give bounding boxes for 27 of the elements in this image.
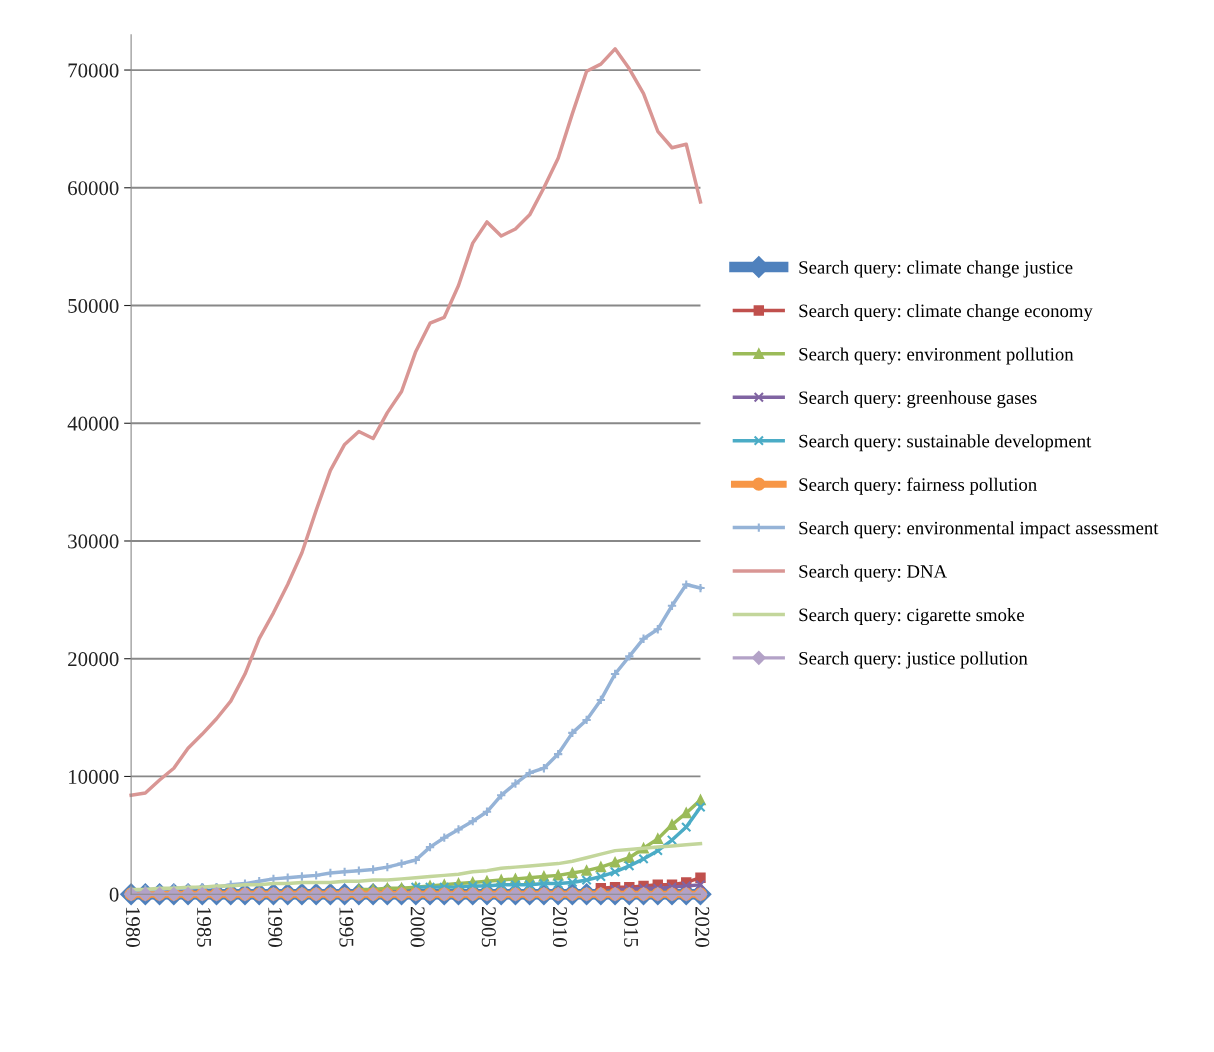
x-tick-label: 2010 — [552, 906, 567, 947]
legend-label: Search query: climate change economy — [799, 303, 1093, 322]
y-tick-label: 30000 — [68, 534, 119, 549]
legend-label: Search query: justice pollution — [799, 651, 1028, 669]
y-tick-label: 50000 — [68, 298, 119, 313]
y-tick-label: 60000 — [68, 181, 119, 196]
y-tick-label: 0 — [109, 887, 119, 902]
legend-label: Search query: DNA — [799, 564, 947, 582]
x-tick-label: 1990 — [268, 907, 283, 947]
y-tick-label: 10000 — [69, 769, 119, 784]
x-tick-label: 1985 — [197, 907, 212, 947]
legend-label: Search query: environment pollution — [799, 347, 1074, 365]
x-tick-label: 1995 — [339, 907, 354, 947]
legend-label: Search query: cigarette smoke — [799, 608, 1024, 626]
x-tick-label: 2000 — [410, 906, 425, 947]
legend-label: Search query: climate change justice — [799, 260, 1073, 278]
legend-label: Search query: sustainable development — [799, 434, 1092, 452]
x-tick-label: 2005 — [481, 906, 496, 947]
legend-label: Search query: environmental impact assessment — [799, 521, 1159, 539]
y-tick-label: 20000 — [68, 652, 119, 667]
y-tick-label: 70000 — [68, 63, 119, 78]
x-tick-label: 1980 — [125, 907, 140, 947]
y-tick-label: 40000 — [67, 416, 119, 431]
legend-label: Search query: fairness pollution — [799, 477, 1037, 495]
legend-label: Search query: greenhouse gases — [799, 390, 1037, 408]
x-tick-label: 2015 — [624, 906, 639, 947]
x-tick-label: 2020 — [695, 906, 710, 947]
